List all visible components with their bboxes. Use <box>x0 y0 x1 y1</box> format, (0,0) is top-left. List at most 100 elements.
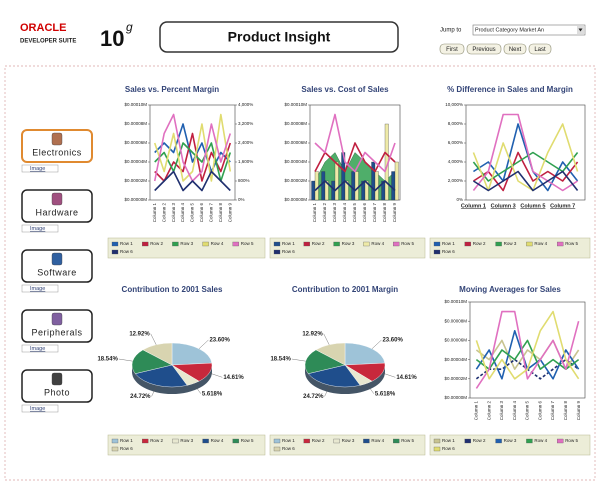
x-tick-label: Column 4 <box>512 401 517 421</box>
legend-label: Row 1 <box>120 241 133 246</box>
image-link-box[interactable] <box>21 164 59 173</box>
pie-value-label: 5.618% <box>375 391 396 397</box>
category-frame[interactable] <box>21 189 93 223</box>
content-frame <box>4 65 596 481</box>
legend-swatch <box>111 438 119 444</box>
line <box>473 170 579 192</box>
button-frame[interactable] <box>503 43 527 55</box>
chart-title: Sales vs. Percent Margin <box>125 85 219 94</box>
image-link-label: Image <box>30 286 45 292</box>
legend-label: Row 6 <box>282 446 295 451</box>
legend-label: Row 5 <box>565 438 578 443</box>
legend-label: Row 6 <box>282 249 295 254</box>
button-frame[interactable] <box>439 43 465 55</box>
category-frame[interactable] <box>21 129 93 163</box>
legend-swatch <box>172 438 179 444</box>
image-link-box[interactable] <box>21 344 59 353</box>
image-link[interactable]: Image <box>21 284 59 293</box>
nav-button[interactable]: Previous <box>466 43 502 55</box>
category-button[interactable]: Hardware <box>21 189 93 223</box>
legend-label: Row 2 <box>150 241 163 246</box>
x-tick-label: Column 7 <box>372 203 377 223</box>
pie-value-label: 24.72% <box>303 394 324 400</box>
image-link-box[interactable] <box>21 284 59 293</box>
y-tick-label: 2,000% <box>448 178 463 183</box>
legend-label: Row 4 <box>534 241 547 246</box>
y-tick-label: $0.00008M <box>124 121 147 126</box>
pie-leader <box>366 383 375 394</box>
y-tick-label: $0.00004M <box>124 159 147 164</box>
category-frame[interactable] <box>21 249 93 283</box>
category-button[interactable]: Electronics <box>21 129 93 163</box>
pie-leader <box>151 385 158 397</box>
x-tick-label: Column 5 <box>520 203 545 209</box>
button-frame[interactable] <box>528 43 552 55</box>
nav-button[interactable]: Next <box>503 43 527 55</box>
legend-swatch <box>142 241 149 247</box>
legend-swatch <box>303 438 310 444</box>
legend-swatch <box>333 241 340 247</box>
image-link[interactable]: Image <box>21 404 59 413</box>
logo-suite: DEVELOPER SUITE <box>20 39 76 45</box>
image-link-label: Image <box>30 406 45 412</box>
legend-swatch <box>526 241 533 247</box>
nav-button[interactable]: First <box>439 43 465 55</box>
bar <box>311 180 316 201</box>
legend-swatch <box>393 438 400 444</box>
image-link[interactable]: Image <box>21 164 59 173</box>
image-link[interactable]: Image <box>21 344 59 353</box>
x-tick-label: Column 5 <box>525 401 530 421</box>
legend-swatch <box>111 241 119 247</box>
select-box[interactable] <box>472 24 586 36</box>
y-tick-label: $0.00008M <box>444 318 467 323</box>
pie-slice <box>131 349 173 374</box>
pie-leader <box>382 372 396 378</box>
pie-leader <box>209 372 223 378</box>
legend-swatch <box>273 241 281 247</box>
pie-value-label: 23.60% <box>209 338 230 344</box>
legend-label: Row 1 <box>120 438 133 443</box>
legend-label: Row 1 <box>442 438 455 443</box>
chart-title: % Difference in Sales and Margin <box>447 85 573 94</box>
x-tick-label: Column 5 <box>190 203 195 223</box>
jump-select[interactable]: Product Category Market An <box>472 24 586 36</box>
y-tick-label: $0.00004M <box>444 357 467 362</box>
legend-swatch <box>433 241 441 247</box>
category-button[interactable]: Peripherals <box>21 309 93 343</box>
legend-swatch <box>303 241 310 247</box>
image-link-box[interactable] <box>21 224 59 233</box>
category-button[interactable]: Software <box>21 249 93 283</box>
legend-swatch <box>142 438 149 444</box>
category-frame[interactable] <box>21 309 93 343</box>
line <box>473 151 579 192</box>
nav-button[interactable]: Last <box>528 43 552 55</box>
category-button[interactable]: Photo <box>21 369 93 403</box>
select-value: Product Category Market An <box>475 27 544 33</box>
x-tick-label: Column 1 <box>461 203 486 209</box>
logo-version: 10 <box>100 26 124 51</box>
x-tick-label: Column 3 <box>332 203 337 223</box>
x-tick-label: Column 3 <box>499 401 504 421</box>
category-icon <box>51 252 63 266</box>
legend-label: Row 5 <box>241 241 254 246</box>
image-link[interactable]: Image <box>21 224 59 233</box>
x-tick-label: Column 7 <box>550 401 555 421</box>
line <box>314 180 396 192</box>
title-box <box>159 21 399 53</box>
pie-value-label: 18.54% <box>97 357 118 363</box>
legend-label: Row 4 <box>211 241 224 246</box>
legend-swatch <box>111 249 119 255</box>
line <box>314 142 396 173</box>
legend-label: Row 5 <box>401 438 414 443</box>
button-frame[interactable] <box>466 43 502 55</box>
pie-value-label: 24.72% <box>130 394 151 400</box>
legend-swatch <box>363 438 370 444</box>
legend-swatch <box>333 438 340 444</box>
image-link-box[interactable] <box>21 404 59 413</box>
legend-swatch <box>526 438 533 444</box>
line <box>154 123 231 173</box>
bar <box>374 171 379 201</box>
legend-label: Row 1 <box>282 241 295 246</box>
legend-label: Row 6 <box>120 446 133 451</box>
category-frame[interactable] <box>21 369 93 403</box>
